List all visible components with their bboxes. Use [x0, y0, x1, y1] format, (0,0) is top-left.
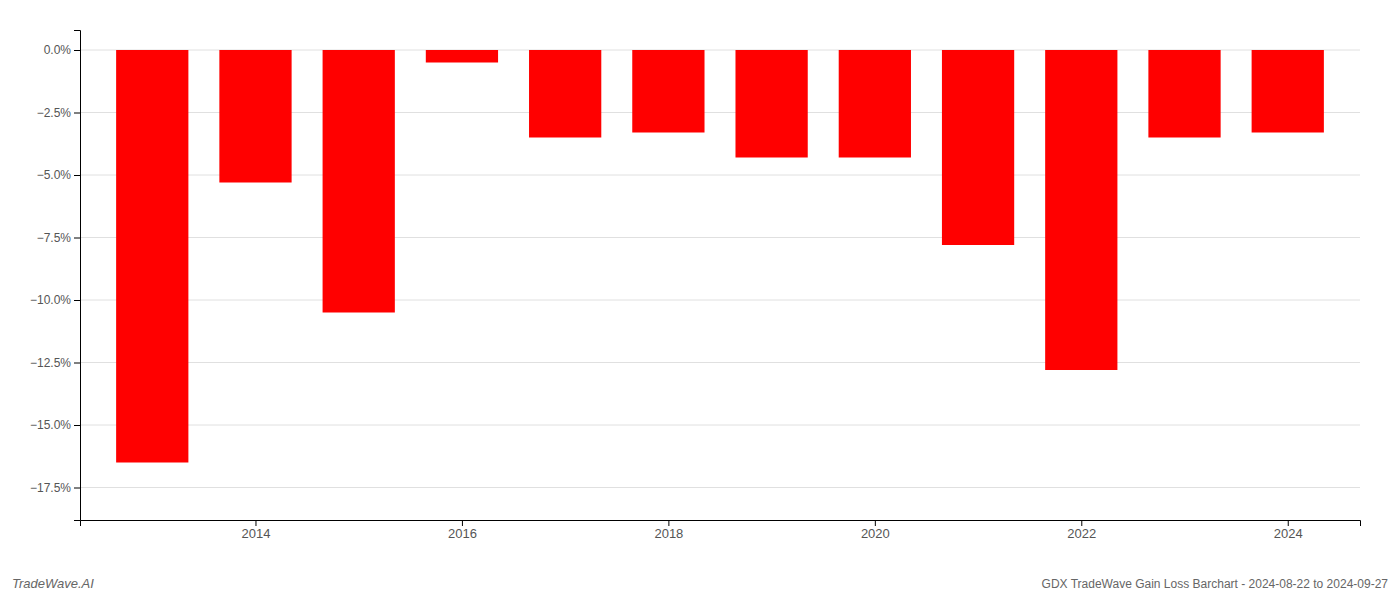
x-tick: 2018	[654, 520, 683, 541]
tick-mark	[74, 238, 80, 239]
y-tick: −7.5%	[37, 231, 80, 245]
tick-label: 2016	[448, 526, 477, 541]
tick-mark	[74, 300, 80, 301]
y-tick: −5.0%	[37, 168, 80, 182]
grid-line	[80, 300, 1360, 301]
grid-line	[80, 425, 1360, 426]
tick-mark	[1288, 520, 1289, 526]
bar	[426, 50, 498, 63]
x-tick: 2022	[1067, 520, 1096, 541]
grid-line	[80, 237, 1360, 238]
y-tick: −2.5%	[37, 106, 80, 120]
tick-mark	[74, 113, 80, 114]
tick-label: −10.0%	[30, 293, 71, 307]
tick-label: 2022	[1067, 526, 1096, 541]
tick-mark	[74, 425, 80, 426]
tick-mark	[875, 520, 876, 526]
y-tick: 0.0%	[44, 43, 80, 57]
tick-label: −2.5%	[37, 106, 72, 120]
tick-label: −12.5%	[30, 356, 71, 370]
bar	[1045, 50, 1117, 370]
tick-label: −7.5%	[37, 231, 72, 245]
x-tick: 2014	[242, 520, 271, 541]
axis-line	[81, 521, 1361, 527]
grid-line	[80, 362, 1360, 363]
bar	[529, 50, 601, 138]
bar	[116, 50, 188, 463]
bar	[839, 50, 911, 158]
tick-mark	[668, 520, 669, 526]
x-tick: 2020	[861, 520, 890, 541]
chart: 2014 2016 2018 2020 2022 2024 0.0% −2.5% −5.0% −7…	[0, 0, 1400, 600]
tick-mark	[1081, 520, 1082, 526]
y-tick: −10.0%	[30, 293, 80, 307]
y-axis: 0.0% −2.5% −5.0% −7.5% −10.0% −12.5% −15.0% −17…	[30, 31, 81, 521]
bar	[735, 50, 807, 158]
tick-mark	[462, 520, 463, 526]
tick-label: 0.0%	[44, 43, 72, 57]
bar	[323, 50, 395, 313]
y-tick: −17.5%	[30, 481, 80, 495]
tick-label: 2024	[1274, 526, 1303, 541]
tick-mark	[74, 50, 80, 51]
bar	[1252, 50, 1324, 133]
x-axis: 2014 2016 2018 2020 2022 2024	[81, 520, 1361, 541]
tick-label: −5.0%	[37, 168, 72, 182]
tick-mark	[74, 363, 80, 364]
footer-text: GDX TradeWave Gain Loss Barchart - 2024-…	[1042, 577, 1389, 591]
x-tick: 2024	[1274, 520, 1303, 541]
tick-label: 2018	[654, 526, 683, 541]
footer-text: TradeWave.AI	[12, 576, 94, 591]
tick-label: 2014	[242, 526, 271, 541]
bar	[942, 50, 1014, 245]
tick-mark	[74, 488, 80, 489]
bar	[219, 50, 291, 183]
y-tick: −12.5%	[30, 356, 80, 370]
grid	[80, 50, 1360, 488]
tick-mark	[255, 520, 256, 526]
bar	[1148, 50, 1220, 138]
tick-mark	[74, 175, 80, 176]
axis-line	[74, 31, 81, 521]
grid-line	[80, 487, 1360, 488]
tick-label: −17.5%	[30, 481, 71, 495]
bars	[116, 50, 1324, 463]
tick-label: 2020	[861, 526, 890, 541]
bar	[632, 50, 704, 133]
x-tick: 2016	[448, 520, 477, 541]
tick-label: −15.0%	[30, 418, 71, 432]
y-tick: −15.0%	[30, 418, 80, 432]
